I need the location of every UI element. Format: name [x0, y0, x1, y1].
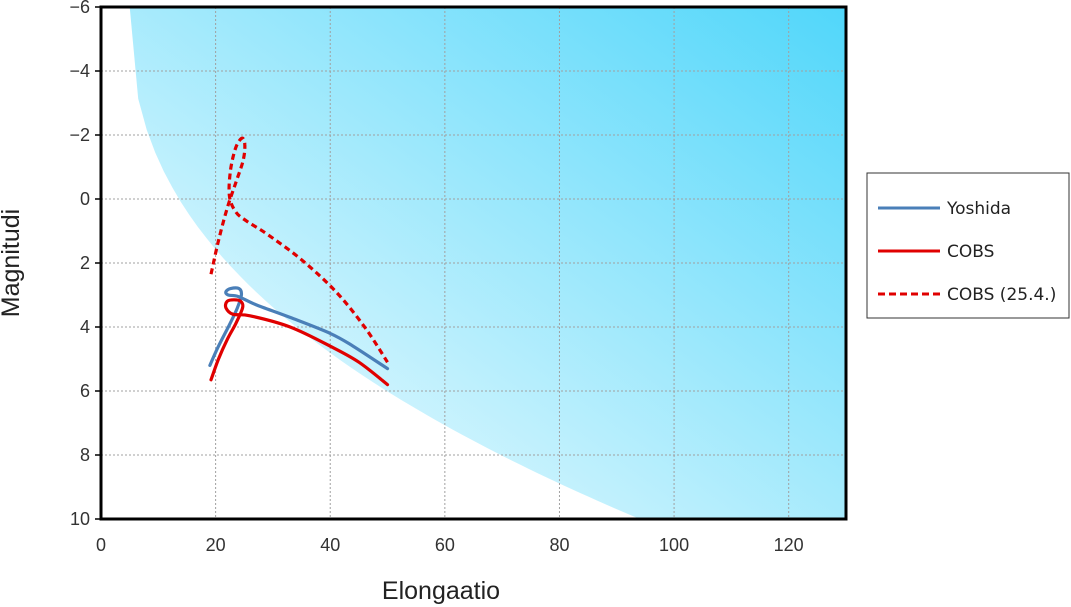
y-tick-label: −6: [69, 0, 90, 17]
x-tick-label: 20: [206, 535, 226, 555]
x-tick-label: 40: [320, 535, 340, 555]
grid: [101, 7, 846, 519]
y-tick-label: 0: [80, 189, 90, 209]
series-layer: [208, 136, 390, 387]
y-axis-title: Magnitudi: [0, 209, 25, 317]
y-tick-label: 4: [80, 317, 90, 337]
x-axis-ticks: 0 20 40 60 80 100 120: [96, 535, 804, 555]
x-tick-label: 120: [774, 535, 804, 555]
x-tick-label: 80: [549, 535, 569, 555]
y-tick-label: 8: [80, 445, 90, 465]
x-tick-label: 0: [96, 535, 106, 555]
legend-label-cobs-25-4: COBS (25.4.): [947, 285, 1056, 305]
y-tick-label: 2: [80, 253, 90, 273]
legend-label-cobs: COBS: [947, 242, 994, 262]
y-tick-label: 10: [70, 509, 90, 529]
y-tick-label: −4: [69, 61, 90, 81]
plot-area: [99, 5, 848, 521]
legend: Yoshida COBS COBS (25.4.): [866, 172, 1070, 319]
series-line-cobs: [209, 298, 390, 387]
x-tick-label: 100: [659, 535, 689, 555]
x-axis-title: Elongaatio: [382, 577, 500, 605]
series-line-cobs-25-4: [209, 136, 389, 364]
legend-label-yoshida: Yoshida: [946, 199, 1011, 219]
y-tick-label: 6: [80, 381, 90, 401]
x-tick-label: 60: [435, 535, 455, 555]
y-axis-ticks: −6 −4 −2 0 2 4 6 8 10: [69, 0, 101, 529]
y-tick-label: −2: [69, 125, 90, 145]
series-line-yoshida: [208, 286, 390, 371]
